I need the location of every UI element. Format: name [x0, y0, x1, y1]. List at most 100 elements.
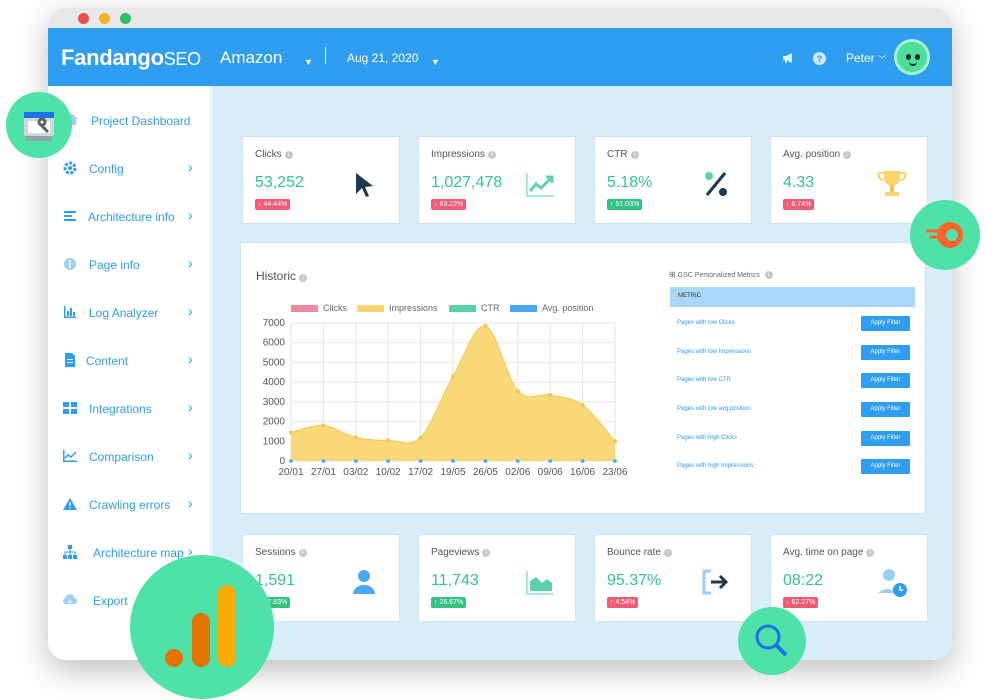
- avatar[interactable]: [894, 39, 930, 75]
- x-tick-label: 10/02: [376, 467, 401, 478]
- y-tick-label: 6000: [263, 338, 286, 349]
- sidebar-item-content[interactable]: Content ›: [48, 346, 211, 376]
- legend-item-clicks[interactable]: Clicks: [291, 303, 347, 315]
- info-icon: i: [866, 549, 875, 557]
- kpi-card-ctr[interactable]: CTR i 5.18% ↑ 51.03%: [594, 136, 752, 224]
- grid-icon: [62, 400, 78, 416]
- impressions-point: [418, 435, 423, 440]
- info-icon: i: [298, 549, 307, 557]
- x-tick-label: 09/06: [538, 467, 563, 478]
- user-chevron-icon: ﹀: [878, 55, 887, 64]
- sidebar-item-config[interactable]: Config ›: [48, 154, 211, 184]
- sidebar-item-page-info[interactable]: Page info ›: [48, 250, 211, 280]
- sidebar-item-label: Page info: [89, 258, 140, 272]
- info-icon: i: [284, 151, 293, 159]
- gsc-table-header: METRIC: [670, 287, 915, 307]
- magnifier-icon: [755, 624, 788, 657]
- table-icon: ⊞: [669, 270, 676, 279]
- impressions-point: [289, 430, 293, 435]
- apply-filter-button[interactable]: Apply Filter: [861, 316, 910, 331]
- date-dropdown-icon[interactable]: ▼: [431, 57, 440, 67]
- x-tick-label: 20/01: [278, 467, 303, 478]
- kpi-title: Bounce rate i: [607, 547, 672, 558]
- project-selector[interactable]: Amazon: [220, 48, 282, 68]
- close-window-dot[interactable]: [78, 13, 89, 24]
- percent-icon: [699, 167, 733, 201]
- sidebar-item-label: Integrations: [89, 402, 152, 416]
- impressions-point: [515, 389, 520, 394]
- gsc-metric-link[interactable]: Pages with low Impressions: [677, 349, 752, 355]
- kpi-title: Avg. time on page i: [783, 547, 875, 558]
- maximize-window-dot[interactable]: [120, 13, 131, 24]
- kpi-card-bounce-rate[interactable]: Bounce rate i 95.37% ↑ 4.54%: [594, 534, 752, 622]
- kpi-value: 08:22: [783, 572, 824, 589]
- sidebar-item-crawling-errors[interactable]: Crawling errors ›: [48, 490, 211, 520]
- apply-filter-button[interactable]: Apply Filter: [861, 402, 910, 417]
- gsc-metric-link[interactable]: Pages with low CTR: [677, 377, 732, 383]
- sidebar-item-label: Content: [86, 354, 129, 368]
- avatar-eye-icon: [915, 54, 920, 60]
- google-search-console-icon: [24, 112, 54, 141]
- megaphone-icon[interactable]: [781, 50, 797, 66]
- y-tick-label: 3000: [263, 397, 286, 408]
- legend-item-avg-position[interactable]: Avg. position: [510, 303, 593, 315]
- info-icon: [62, 256, 78, 272]
- apply-filter-button[interactable]: Apply Filter: [861, 459, 910, 474]
- sidebar-item-project-dashboard[interactable]: Project Dashboard: [48, 106, 211, 136]
- gsc-metric-link[interactable]: Pages with high Impressions: [677, 463, 754, 469]
- info-icon: i: [482, 549, 491, 557]
- app-header: FandangoSEO Amazon ▼ Aug 21, 2020 ▼ ? Pe…: [48, 28, 952, 86]
- sidebar-item-log-analyzer[interactable]: Log Analyzer ›: [48, 298, 211, 328]
- sidebar-item-architecture-info[interactable]: Architecture info ›: [48, 202, 211, 232]
- help-icon[interactable]: ?: [813, 52, 826, 65]
- project-dropdown-icon[interactable]: ▼: [304, 57, 313, 67]
- y-tick-label: 2000: [263, 417, 286, 428]
- apply-filter-button[interactable]: Apply Filter: [861, 431, 910, 446]
- kpi-title: CTR i: [607, 149, 639, 160]
- sidebar-item-comparison[interactable]: Comparison ›: [48, 442, 211, 472]
- logo[interactable]: FandangoSEO: [61, 45, 201, 70]
- x-tick-label: 16/06: [570, 467, 595, 478]
- date-selector[interactable]: Aug 21, 2020: [347, 51, 418, 65]
- kpi-change-badge: ↑ 51.03%: [607, 199, 643, 210]
- kpi-change-badge: ↓ 63.22%: [431, 199, 467, 210]
- gsc-metric-link[interactable]: Pages with low Clicks: [677, 320, 735, 326]
- sidebar-item-label: Config: [89, 162, 124, 176]
- apply-filter-button[interactable]: Apply Filter: [861, 373, 910, 388]
- legend-item-impressions[interactable]: Impressions: [357, 303, 438, 315]
- gsc-metric-link[interactable]: Pages with high Clicks: [677, 435, 738, 441]
- impressions-point: [353, 435, 358, 440]
- minimize-window-dot[interactable]: [99, 13, 110, 24]
- series-point-3: [580, 459, 585, 463]
- dashboard-main: Clicks i 53,252 ↓ 44.44% Impressions i 1,0…: [212, 86, 952, 660]
- sidebar-item-label: Export: [93, 594, 128, 608]
- kpi-card-pageviews[interactable]: Pageviews i 11,743 ↑ 26.67%: [418, 534, 576, 622]
- document-icon: [62, 352, 78, 368]
- chevron-right-icon: ›: [188, 495, 193, 511]
- kpi-title: Avg. position i: [783, 149, 852, 160]
- gsc-metric-link[interactable]: Pages with low avg.position: [677, 406, 751, 412]
- kpi-card-clicks[interactable]: Clicks i 53,252 ↓ 44.44%: [242, 136, 400, 224]
- user-menu[interactable]: Peter ﹀: [846, 51, 886, 65]
- historic-card: Historic i Clicks Impressions CTR Avg. po…: [240, 242, 926, 514]
- info-icon: i: [764, 271, 773, 279]
- apply-filter-button[interactable]: Apply Filter: [861, 345, 910, 360]
- area-chart-icon: [523, 565, 557, 599]
- kpi-card-impressions[interactable]: Impressions i 1,027,478 ↓ 63.22%: [418, 136, 576, 224]
- gsc-row: Pages with low Clicks Apply Filter: [670, 316, 915, 332]
- kpi-value: 53,252: [255, 174, 304, 191]
- kpi-card-avg-position[interactable]: Avg. position i 4.33 ↓ 6.74%: [770, 136, 928, 224]
- sidebar-item-architecture-map[interactable]: Architecture map ›: [48, 538, 211, 568]
- kpi-card-avg-time-on-page[interactable]: Avg. time on page i 08:22 ↓ 62.27%: [770, 534, 928, 622]
- x-tick-label: 23/06: [602, 467, 627, 478]
- sidebar-item-label: Crawling errors: [89, 498, 171, 512]
- y-tick-label: 7000: [263, 319, 286, 329]
- kpi-value: 5.18%: [607, 174, 653, 191]
- legend-item-ctr[interactable]: CTR: [449, 303, 500, 315]
- impressions-point: [548, 392, 553, 397]
- cursor-icon: [347, 167, 381, 201]
- chevron-right-icon: ›: [188, 159, 193, 175]
- sidebar-item-export[interactable]: Export ›: [48, 586, 211, 616]
- sidebar-item-integrations[interactable]: Integrations ›: [48, 394, 211, 424]
- warning-icon: [62, 496, 78, 512]
